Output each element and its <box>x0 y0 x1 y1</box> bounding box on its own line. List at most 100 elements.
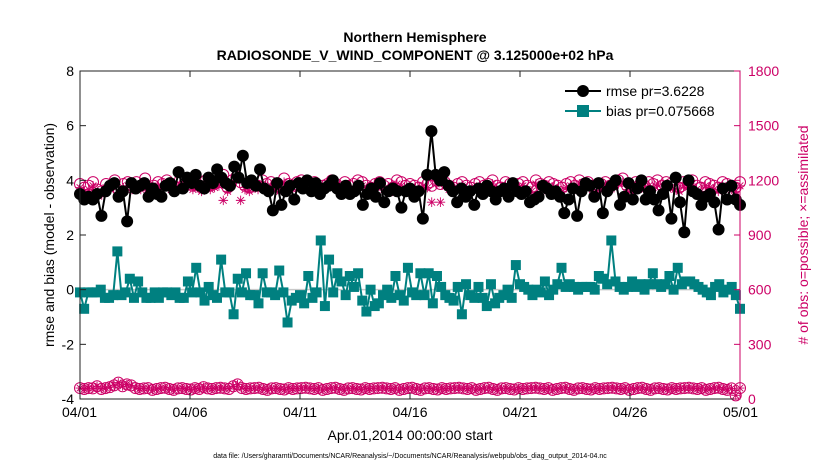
rmse-point <box>378 196 391 209</box>
obs-possible-low-point-cross <box>152 384 162 394</box>
obs-possible-low-point-circle <box>670 382 683 395</box>
bias-point <box>336 276 347 287</box>
bias-point <box>610 276 621 287</box>
obs-possible-low-point-cross <box>160 383 170 393</box>
rmse-point <box>588 190 601 203</box>
obs-possible-low-point-cross <box>143 383 153 393</box>
rmse-point <box>571 209 584 222</box>
obs-possible-low-point-cross <box>382 383 392 393</box>
obs-possible-low-point <box>670 382 683 395</box>
rmse-point <box>421 168 434 181</box>
bias-point <box>427 298 438 309</box>
obs-possible-low-point-circle <box>593 382 606 395</box>
obs-possible-low-point-circle <box>427 382 440 395</box>
obs-possible-low-point-circle <box>180 382 193 395</box>
bias-series-layer <box>75 235 745 328</box>
obs-possible-low-point-circle <box>363 382 376 395</box>
obs-possible-low-point-cross <box>590 383 600 393</box>
bias-point <box>344 271 355 281</box>
obs-possible-low-point-cross <box>352 384 362 394</box>
obs-possible-low-point-cross <box>386 384 396 394</box>
obs-possible-low-point-cross <box>365 384 375 394</box>
obs-possible-low-point-cross <box>518 384 528 394</box>
bias-point <box>398 295 409 306</box>
obs-possible-low-point-cross <box>186 385 196 395</box>
obs-assimilated-point <box>518 181 528 191</box>
chart-subtitle: RADIOSONDE_V_WIND_COMPONENT @ 3.125000e+… <box>217 47 614 63</box>
bias-point <box>552 279 563 290</box>
legend: rmse pr=3.6228 bias pr=0.075668 <box>558 80 732 120</box>
rmse-point <box>626 193 639 206</box>
rmse-point <box>356 198 369 211</box>
obs-possible-low-point-cross <box>509 385 519 395</box>
rmse-point <box>412 185 425 198</box>
obs-possible-low-point-cross <box>654 383 664 393</box>
obs-possible-low-point-cross <box>228 381 238 391</box>
obs-assimilated-point <box>674 186 685 197</box>
obs-possible-low-point-cross <box>279 385 289 395</box>
axes-layer: -4 -2 0 2 4 6 8 0 300 600 900 1200 1500 1800 04/01 04/0… <box>62 63 780 420</box>
obs-possible-low-point-cross <box>118 381 128 391</box>
bias-point <box>170 287 181 298</box>
obs-possible-low-point-cross <box>198 382 208 392</box>
obs-possible-low-point-cross <box>607 383 617 393</box>
rmse-point <box>228 160 241 173</box>
rmse-point <box>262 185 275 198</box>
obs-possible-low-point-cross <box>560 383 570 393</box>
bias-point <box>643 279 654 290</box>
obs-possible-low-point-cross <box>458 383 468 393</box>
bias-point <box>224 287 235 298</box>
obs-possible-low-point-cross <box>399 384 409 394</box>
obs-possible-low-point-circle <box>240 382 253 395</box>
y-tick-label: 4 <box>66 172 74 188</box>
bias-point <box>660 279 671 290</box>
rmse-point <box>558 207 571 220</box>
obs-assimilated-point <box>435 197 446 207</box>
bias-point <box>120 287 131 298</box>
data-file-footer: data file: /Users/gharamti/Documents/NCA… <box>213 453 607 460</box>
bias-point <box>647 268 658 279</box>
obs-assimilated-point <box>88 181 98 191</box>
y2-tick-label: 1800 <box>748 63 779 79</box>
obs-possible-low-point <box>593 382 606 395</box>
bias-point <box>506 292 517 303</box>
y2-tick-label: 600 <box>748 282 772 298</box>
y-tick-label: -4 <box>62 391 75 407</box>
obs-possible-low-point-cross <box>288 384 298 394</box>
obs-possible-low-point-cross <box>181 384 191 394</box>
bias-point <box>415 268 426 279</box>
obs-possible-low-point <box>240 382 253 395</box>
obs-possible-low-point-cross <box>301 383 311 393</box>
bias-point <box>211 292 222 303</box>
rmse-point <box>678 226 691 239</box>
rmse-point <box>661 179 674 192</box>
rmse-point <box>206 177 219 190</box>
obs-possible-low-point <box>729 389 742 402</box>
obs-possible-low-point-cross <box>612 383 622 393</box>
rmse-point <box>622 177 635 190</box>
rmse-point <box>224 179 236 192</box>
bias-point <box>348 281 359 292</box>
obs-possible-low-point-cross <box>147 385 157 395</box>
bias-point <box>477 292 488 303</box>
obs-possible-low-point-cross <box>309 384 319 394</box>
x-tick-label: 04/16 <box>392 404 427 420</box>
obs-possible-low-point-cross <box>577 383 587 393</box>
rmse-point <box>635 174 648 187</box>
rmse-point <box>275 198 288 211</box>
bias-point <box>635 279 646 290</box>
x-tick-label: 05/01 <box>723 404 758 420</box>
rmse-point <box>108 177 121 190</box>
legend-bias-marker <box>577 105 589 117</box>
obs-possible-low-point-cross <box>641 384 651 394</box>
bias-point <box>241 268 252 279</box>
bias-point <box>295 290 305 301</box>
rmse-point <box>596 207 609 220</box>
bias-point <box>411 290 422 301</box>
obs-assimilated-point <box>422 182 433 193</box>
rmse-point <box>532 190 545 203</box>
obs-possible-low-point <box>427 382 440 395</box>
rmse-point <box>682 174 695 187</box>
obs-possible-low-point <box>504 382 517 395</box>
bias-point <box>332 268 343 279</box>
